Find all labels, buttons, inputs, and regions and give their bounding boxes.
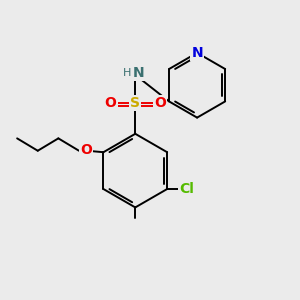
Text: N: N [133, 66, 145, 80]
Text: O: O [105, 96, 116, 110]
Text: N: N [191, 46, 203, 60]
Text: H: H [123, 68, 131, 78]
Text: Cl: Cl [179, 182, 194, 196]
Text: O: O [154, 96, 166, 110]
Text: S: S [130, 96, 140, 110]
Text: O: O [80, 142, 92, 157]
